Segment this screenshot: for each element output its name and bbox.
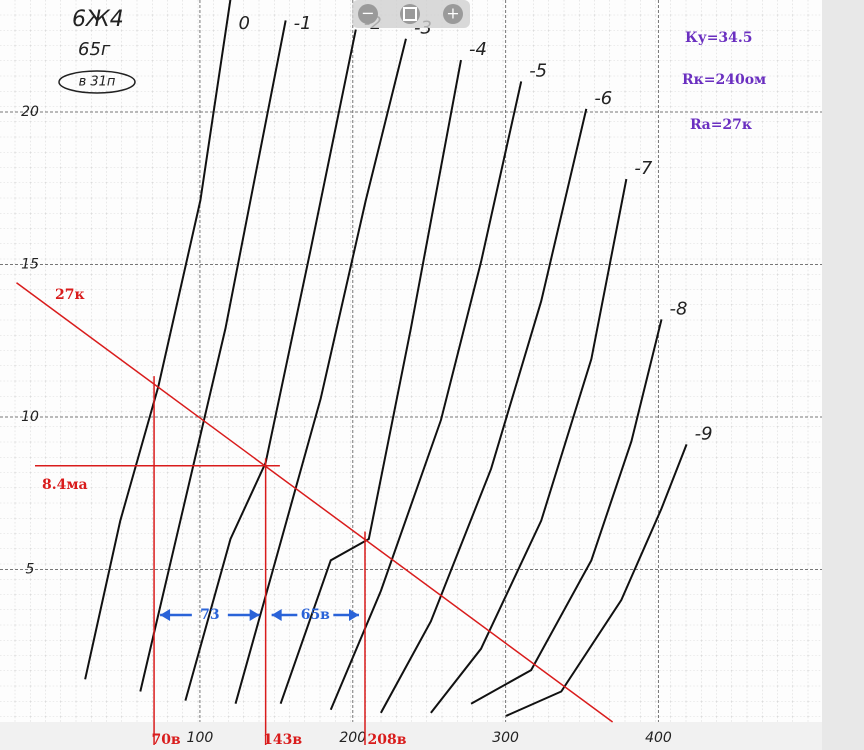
curve-label: -6	[594, 88, 612, 109]
year-note: 65г	[78, 39, 111, 60]
zoom-in-label[interactable]: +	[446, 4, 459, 23]
curve-label: -1	[294, 13, 312, 34]
y-tick-label: 10	[21, 409, 39, 425]
ra-note: Rа=27к	[690, 117, 752, 133]
zoom-out-label[interactable]: −	[361, 4, 374, 23]
curve-label: -4	[469, 39, 487, 60]
x-tick-label: 100	[187, 730, 214, 746]
minor-grid	[0, 0, 822, 722]
plate-curve	[234, 38, 407, 704]
ref-note: в 31п	[79, 75, 116, 90]
load-line-label: 27к	[55, 287, 85, 303]
current-label: 8.4ма	[42, 477, 88, 493]
x-tick-label: 400	[645, 730, 672, 746]
voltage-label: 70в	[151, 732, 180, 748]
plot: 10020030040051015200-1-2-3-4-5-6-7-8-927…	[0, 0, 822, 748]
plate-curve	[380, 108, 588, 714]
curve-label: -9	[695, 423, 713, 444]
note-oval	[58, 70, 136, 94]
x-tick-label: 200	[339, 730, 366, 746]
y-tick-label: 5	[26, 561, 35, 577]
curve-label: -7	[634, 158, 652, 179]
zoom-in-button[interactable]	[443, 4, 463, 24]
curve-label: 0	[238, 13, 249, 34]
y-tick-label: 20	[21, 104, 39, 120]
voltage-label: 143в	[263, 732, 302, 748]
zoom-out-button[interactable]	[358, 4, 378, 24]
y-tick-label: 15	[21, 256, 39, 272]
load-line	[16, 282, 614, 723]
curve-label: -8	[670, 298, 688, 319]
gain-note: Ку=34.5	[685, 30, 753, 46]
plate-curve	[139, 20, 287, 692]
plate-curve	[329, 81, 523, 711]
viewer-margin	[822, 0, 864, 750]
curve-label: -5	[529, 60, 547, 81]
plate-curve	[505, 444, 688, 717]
span-label: 65в	[301, 607, 330, 623]
plate-curve	[279, 59, 462, 705]
plate-curve	[470, 319, 663, 705]
voltage-label: 208в	[368, 732, 407, 748]
fit-icon	[403, 7, 417, 21]
x-tick-label: 300	[492, 730, 519, 746]
tube-name: 6Ж4	[72, 7, 124, 32]
plate-curve	[430, 178, 628, 714]
toolbar: − +	[352, 0, 470, 28]
span-label: 73	[200, 607, 219, 623]
rk-note: Rк=240ом	[682, 72, 766, 88]
